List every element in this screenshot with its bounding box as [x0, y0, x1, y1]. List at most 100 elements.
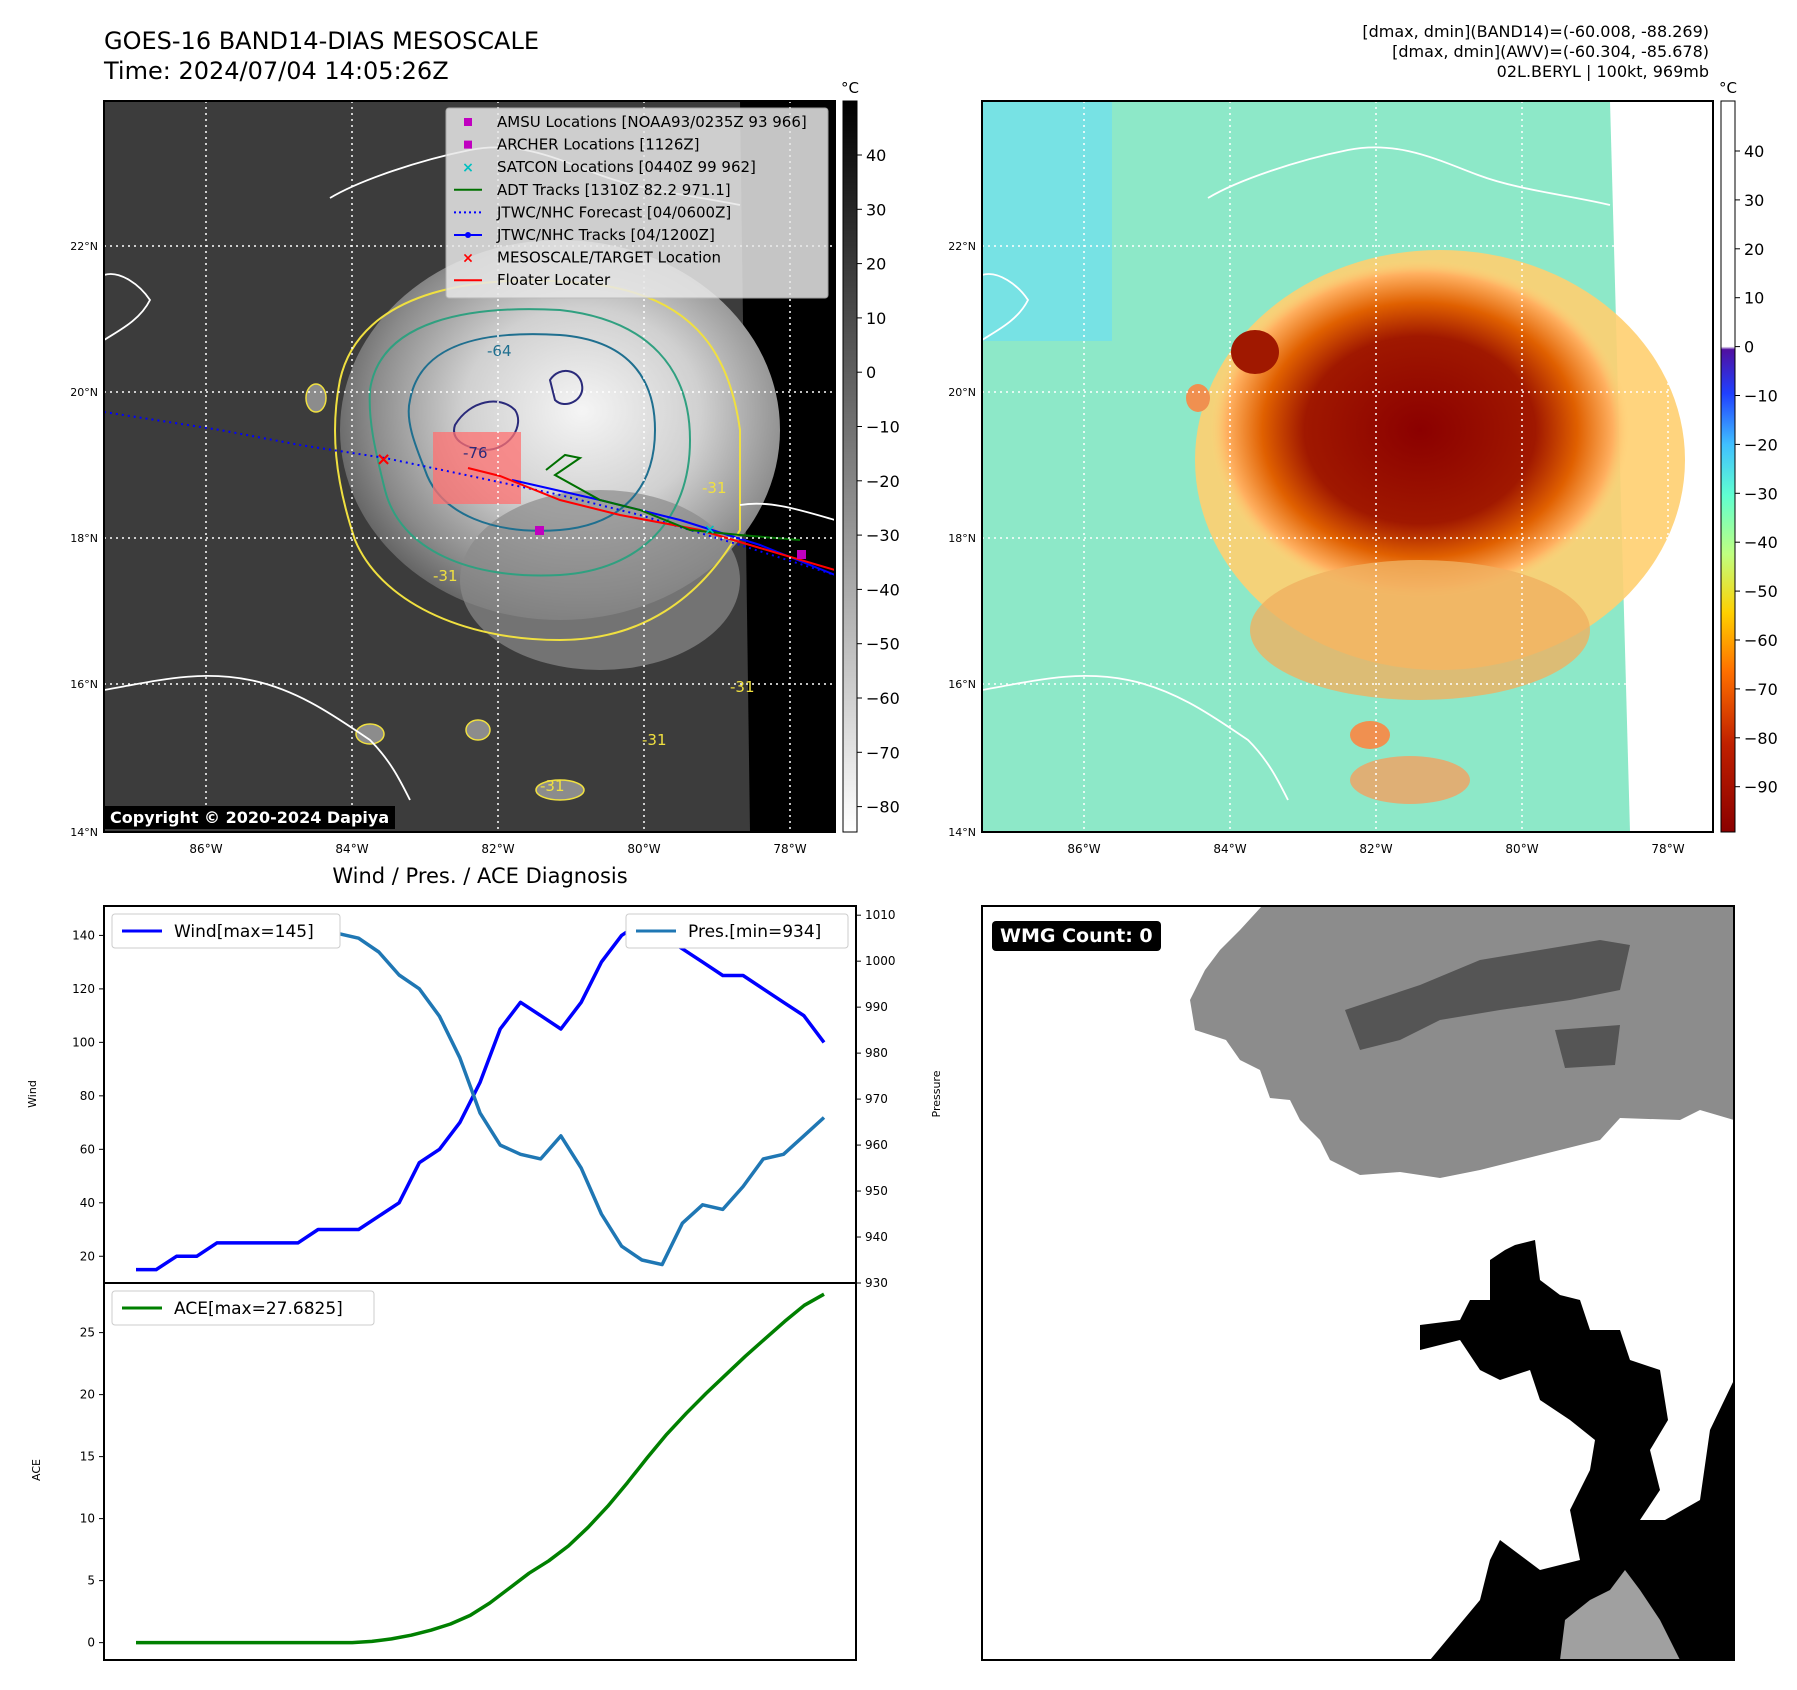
left-axis-tick-label: 20: [80, 1388, 95, 1402]
lon-tick-label: 80°W: [627, 842, 660, 856]
contour-label: -64: [487, 342, 512, 360]
lon-tick-label: 78°W: [773, 842, 806, 856]
left-axis-tick-label: 60: [80, 1142, 95, 1156]
colorbar-tick-label: −60: [1744, 631, 1778, 650]
wind-pressure-axes: 20 40 60 80 100 120 140 930 940 950 960 970 980 990 10…: [72, 908, 895, 1290]
wind-legend-box: [111, 913, 341, 949]
colorbar-tick-label: 30: [1744, 191, 1764, 210]
convective-cell: [1350, 721, 1390, 749]
colorbar-tick-label: −20: [1744, 435, 1778, 454]
coastline-jamaica: [739, 502, 835, 521]
lat-tick-label: 14°N: [70, 826, 98, 839]
wmg-panel: [981, 905, 1735, 1661]
lon-tick-label: 84°W: [1213, 842, 1246, 856]
convective-cell: [1231, 330, 1279, 374]
wmg-black-region: [1420, 1240, 1734, 1660]
left-map-frame: [103, 100, 836, 833]
archer-marker: [797, 550, 806, 559]
left-colorbar: °C 40 30 20 10 0 −10 −20 −30 −40 −50 −60 −70 −80: [841, 79, 900, 833]
lat-tick-label: 16°N: [70, 678, 98, 691]
ace-series: [136, 1292, 825, 1645]
legend-label: JTWC/NHC Tracks [04/1200Z]: [496, 226, 715, 244]
wind-legend-label: Wind[max=145]: [174, 922, 314, 942]
forecast-track: [104, 411, 835, 576]
lon-tick-label: 86°W: [1067, 842, 1100, 856]
lon-tick-label: 86°W: [189, 842, 222, 856]
right-colorbar-ticks: 40 30 20 10 0 −10 −20 −30 −40 −50 −60 −70 −80 −90: [1735, 142, 1778, 797]
colorbar-tick-label: −80: [1744, 729, 1778, 748]
stats-line-3: 02L.BERYL | 100kt, 969mb: [1496, 62, 1709, 81]
colorbar-tick-label: −60: [866, 689, 900, 708]
right-axis-tick-label: 980: [865, 1046, 888, 1060]
legend-marker: [464, 140, 472, 149]
contour-labels: -64 -76 -31 -31 -31 -31 -31: [433, 342, 755, 795]
contour-label: -76: [463, 444, 488, 462]
pressure-legend-label: Pres.[min=934]: [688, 922, 821, 942]
legend-marker: [465, 232, 471, 238]
title-line-2: Time: 2024/07/04 14:05:26Z: [104, 57, 449, 85]
rainband-region: [1250, 560, 1590, 700]
lon-tick-label: 78°W: [1651, 842, 1684, 856]
figure-title: GOES-16 BAND14-DIAS MESOSCALE Time: 2024…: [104, 26, 539, 86]
left-axis-tick-label: 140: [72, 928, 95, 942]
right-axis-tick-label: 960: [865, 1138, 888, 1152]
ace-legend-label: ACE[max=27.6825]: [174, 1299, 343, 1319]
contour-label: -31: [433, 567, 458, 585]
right-axis-tick-label: 970: [865, 1092, 888, 1106]
lat-tick-label: 22°N: [948, 240, 976, 253]
wmg-dark-region: [1345, 940, 1630, 1050]
left-axis-tick-label: 80: [80, 1089, 95, 1103]
colorbar-tick-label: 0: [1744, 338, 1754, 357]
lon-tick-label: 84°W: [335, 842, 368, 856]
colorbar-tick-label: 10: [1744, 289, 1764, 308]
contour-label: -31: [540, 777, 565, 795]
wind-axis-label: Wind: [26, 1080, 39, 1108]
legend-label: JTWC/NHC Forecast [04/0600Z]: [496, 203, 731, 221]
convective-cell: [1186, 384, 1210, 412]
right-colorbar: °C 40 30 20 10 0 −10 −20 −30 −40 −50 −60 −70 −80 −90: [1719, 79, 1778, 833]
lat-tick-label: 18°N: [70, 532, 98, 545]
right-map-frame: [981, 100, 1714, 833]
colorbar-tick-label: −10: [866, 418, 900, 437]
contour-minus76-b: [548, 370, 584, 405]
adt-track: [545, 453, 801, 541]
colorbar-tick-label: −80: [866, 798, 900, 817]
colorbar-tick-label: −70: [1744, 680, 1778, 699]
wind-legend: Wind[max=145]: [111, 913, 341, 949]
amsu-marker: [535, 526, 544, 535]
left-axis-tick-label: 120: [72, 982, 95, 996]
colorbar-tick-label: 20: [1744, 240, 1764, 259]
lat-tick-label: 18°N: [948, 532, 976, 545]
left-colorbar-ramp: [842, 100, 858, 833]
colorbar-tick-label: −40: [1744, 533, 1778, 552]
coastline-yucatan: [982, 273, 1030, 341]
colorbar-tick-label: −30: [1744, 484, 1778, 503]
colorbar-tick-label: 30: [866, 200, 886, 219]
lat-tick-label: 14°N: [948, 826, 976, 839]
contour-label: -31: [730, 678, 755, 696]
left-axis-tick-label: 25: [80, 1326, 95, 1340]
diagnosis-title: Wind / Pres. / ACE Diagnosis: [332, 864, 628, 888]
colorbar-tick-label: −30: [866, 526, 900, 545]
left-axis-tick-label: 40: [80, 1196, 95, 1210]
legend-label: SATCON Locations [0440Z 99 962]: [497, 158, 756, 176]
colorbar-tick-label: −10: [1744, 387, 1778, 406]
right-axis-tick-label: 940: [865, 1230, 888, 1244]
legend-label: ARCHER Locations [1126Z]: [497, 136, 700, 154]
ace-legend: ACE[max=27.6825]: [111, 1290, 375, 1326]
right-colorbar-ramp: [1720, 100, 1736, 833]
lon-tick-label: 82°W: [481, 842, 514, 856]
convective-cell: [305, 383, 327, 413]
legend-marker: ×: [462, 251, 474, 267]
ace-panel: [103, 1282, 857, 1661]
colorbar-tick-label: −50: [866, 635, 900, 654]
convective-cell: [465, 719, 491, 741]
rainband-region: [460, 490, 740, 670]
lat-tick-label: 20°N: [948, 386, 976, 399]
pressure-legend-box: [625, 913, 849, 949]
right-axis-tick-label: 1010: [865, 908, 896, 922]
legend-box: [445, 107, 829, 299]
legend-label: AMSU Locations [NOAA93/0235Z 93 966]: [497, 113, 807, 131]
legend-label: ADT Tracks [1310Z 82.2 971.1]: [497, 181, 731, 199]
